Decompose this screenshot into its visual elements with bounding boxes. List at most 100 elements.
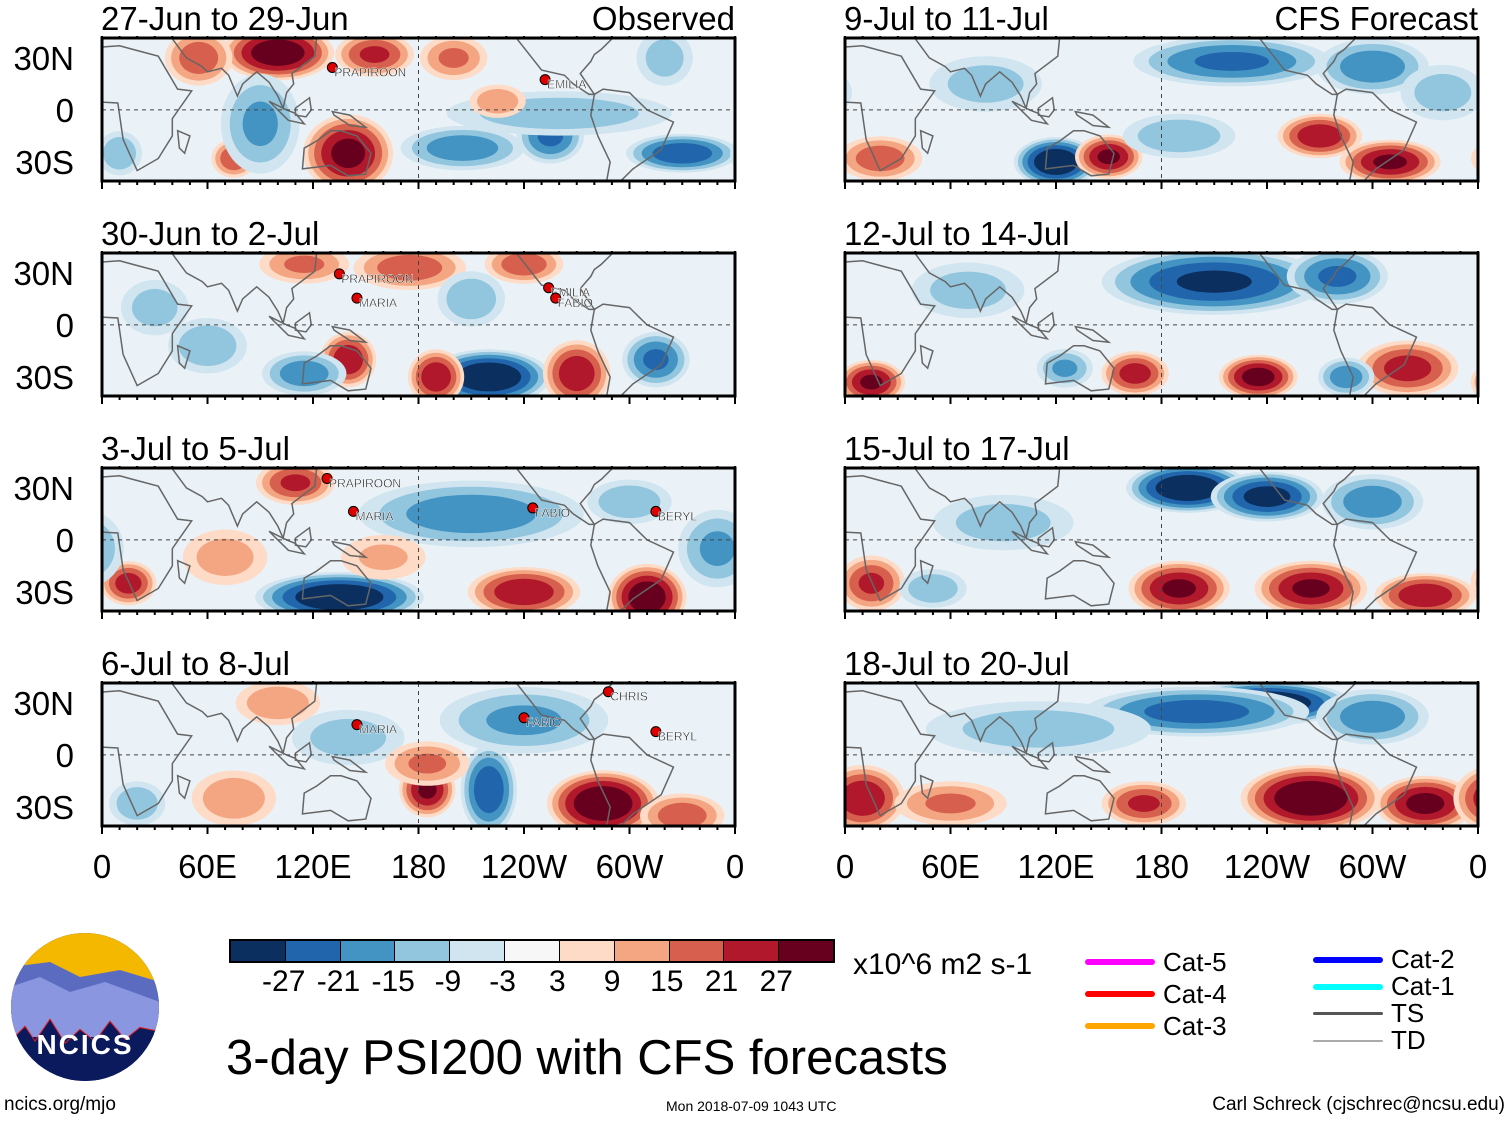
coastline (170, 38, 318, 111)
map-panel (843, 36, 1480, 189)
colorbar-swatch (340, 941, 396, 961)
coastline (1333, 733, 1418, 826)
hurricane-icon (650, 726, 662, 738)
panel-title: 30-Jun to 2-Jul (101, 215, 320, 252)
positive-anomaly (1297, 124, 1343, 148)
coastline (1073, 755, 1112, 774)
coastline (176, 774, 191, 800)
negative-anomaly (310, 718, 387, 757)
coastline (1073, 325, 1112, 344)
footer-author: Carl Schreck (cjschrec@ncsu.edu) (1212, 1094, 1505, 1115)
negative-anomaly (645, 39, 684, 77)
panel-tag: CFS Forecast (1274, 0, 1478, 37)
lon-label: 180 (1133, 848, 1190, 885)
coastline (919, 559, 934, 585)
legend-item: Cat-2 (1313, 944, 1455, 974)
storm-label: MARIA (355, 509, 393, 523)
storm-label: PRAPIROON (341, 272, 413, 286)
lon-label: 0 (725, 848, 745, 885)
negative-anomaly (1052, 359, 1078, 377)
coastline (590, 518, 675, 611)
hurricane-icon (333, 268, 345, 280)
positive-anomaly (1470, 565, 1478, 601)
positive-anomaly (358, 544, 408, 571)
coastline (330, 325, 369, 344)
negative-anomaly (962, 710, 1115, 748)
hurricane-icon (543, 282, 555, 294)
coastline (590, 733, 675, 826)
colorbar-swatch (614, 941, 670, 961)
coastline (268, 530, 307, 556)
coastline (1073, 110, 1112, 129)
colorbar-label: 15 (650, 965, 684, 998)
positive-anomaly (1465, 778, 1478, 818)
lat-label: 30S (15, 788, 74, 826)
negative-anomaly (1176, 270, 1252, 293)
map-panel (843, 251, 1480, 404)
coastline (1037, 311, 1056, 333)
coastline (1073, 540, 1112, 559)
negative-anomaly (446, 278, 497, 320)
panel-title: 9-Jul to 11-Jul (844, 0, 1049, 37)
lon-label: 0 (1468, 848, 1488, 885)
lon-label: 0 (835, 848, 855, 885)
storm-label: BERYL (658, 730, 697, 744)
footer-timestamp: Mon 2018-07-09 1043 UTC (666, 1098, 837, 1114)
coastline (1037, 96, 1056, 118)
storm-label: MARIA (359, 296, 397, 310)
coastline (913, 468, 1061, 541)
panel-title: 15-Jul to 17-Jul (844, 430, 1070, 467)
legend-label: Cat-5 (1163, 946, 1227, 977)
lon-label: 60W (595, 848, 664, 885)
coastline (1011, 745, 1050, 771)
colorbar-units: x10^6 m2 s-1 (853, 948, 1033, 981)
hurricane-icon (518, 712, 530, 724)
colorbar-swatch (724, 941, 780, 961)
positive-anomaly (251, 39, 305, 66)
lat-label: 0 (55, 521, 74, 559)
panel-title: 6-Jul to 8-Jul (101, 645, 290, 682)
positive-anomaly (845, 780, 885, 816)
hurricane-icon (347, 505, 359, 517)
positive-anomaly (359, 46, 390, 63)
lat-label: 0 (55, 91, 74, 129)
lat-label: 30S (15, 358, 74, 396)
map-panel: PRAPIROON EMILIA (100, 36, 737, 189)
colorbar-swatch (559, 941, 615, 961)
positive-anomaly (246, 686, 309, 720)
positive-anomaly (1241, 367, 1275, 387)
coastline (102, 475, 194, 602)
colorbar-swatch (669, 941, 725, 961)
coastline (268, 745, 307, 771)
coastline (845, 260, 937, 387)
coastline (330, 110, 369, 129)
positive-anomaly (331, 138, 366, 168)
colorbar-swatch (505, 941, 560, 961)
positive-anomaly (1162, 579, 1196, 598)
lon-label: 180 (390, 848, 447, 885)
negative-anomaly (598, 485, 661, 519)
legend-line (1313, 983, 1383, 990)
positive-anomaly (438, 48, 469, 68)
positive-anomaly (196, 538, 254, 576)
coastline (294, 311, 313, 333)
negative-anomaly (1137, 119, 1221, 153)
negative-anomaly (1414, 73, 1472, 112)
coastline (176, 129, 191, 155)
lon-label: 120E (274, 848, 352, 885)
positive-anomaly (476, 89, 519, 114)
positive-anomaly (1384, 355, 1432, 382)
storm-label: PRAPIROON (329, 476, 401, 490)
coastline (845, 45, 937, 172)
coastline (1037, 526, 1056, 548)
negative-anomaly (456, 362, 522, 392)
footer-url[interactable]: ncics.org/mjo (4, 1094, 116, 1115)
hurricane-icon (326, 62, 338, 74)
positive-anomaly (855, 145, 905, 172)
hurricane-icon (602, 686, 614, 698)
colorbar-label: 27 (759, 965, 793, 998)
negative-anomaly (845, 77, 853, 108)
positive-anomaly (1406, 792, 1445, 814)
lat-label: 30N (13, 39, 74, 77)
negative-anomaly (131, 288, 178, 327)
